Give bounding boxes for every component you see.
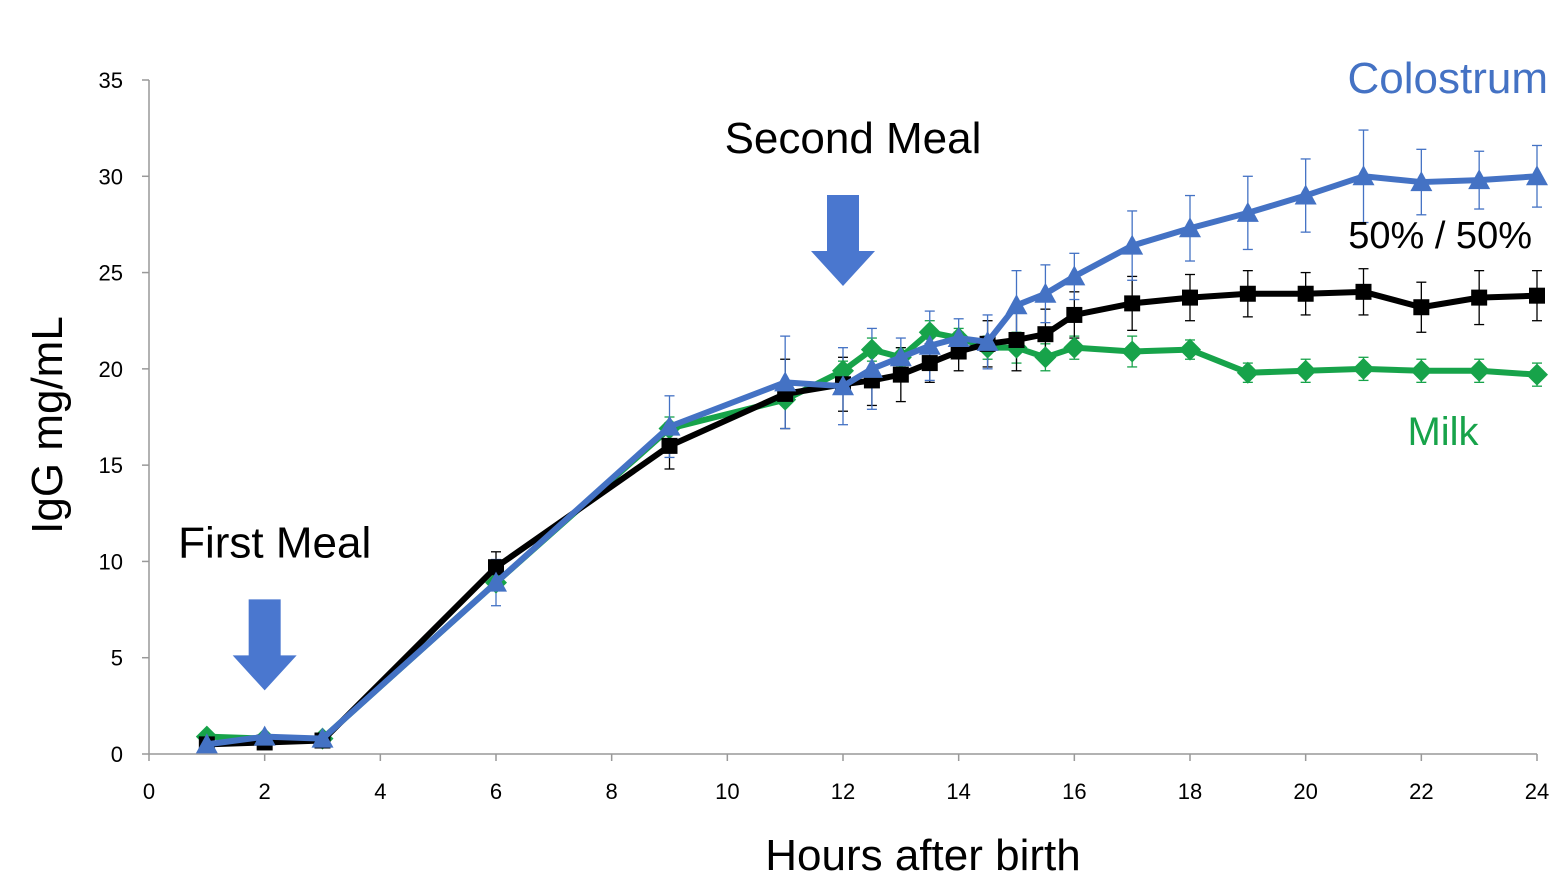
data-point <box>661 437 678 454</box>
data-point <box>860 338 883 361</box>
y-tick-label: 20 <box>99 357 123 382</box>
x-tick-label: 10 <box>715 779 739 804</box>
data-point <box>976 330 999 351</box>
x-tick-label: 22 <box>1409 779 1433 804</box>
data-point <box>1410 171 1433 192</box>
data-point <box>1355 283 1372 300</box>
y-tick-label: 10 <box>99 549 123 574</box>
series-label: 50% / 50% <box>1348 215 1532 257</box>
data-point <box>658 415 681 436</box>
annotations: First Meal Second Meal <box>178 114 982 691</box>
y-axis-label: IgG mg/mL <box>23 316 72 534</box>
x-tick-label: 24 <box>1525 779 1549 804</box>
data-point <box>1066 306 1083 323</box>
data-point <box>1034 282 1057 303</box>
data-point <box>1526 363 1548 386</box>
data-point <box>1121 340 1144 363</box>
series-lines <box>195 165 1548 754</box>
data-point <box>1526 165 1548 186</box>
data-point <box>1471 289 1488 306</box>
series-label: Colostrum <box>1348 54 1549 103</box>
data-point <box>1182 289 1198 306</box>
x-tick-label: 8 <box>606 779 618 804</box>
data-point <box>1236 361 1259 384</box>
x-tick-label: 12 <box>831 779 855 804</box>
data-point <box>1239 285 1256 302</box>
down-arrow-icon <box>232 599 297 691</box>
data-point <box>1294 359 1317 382</box>
data-point <box>311 727 334 748</box>
annotation-label: Second Meal <box>725 114 982 163</box>
data-point <box>1005 294 1028 315</box>
data-point <box>892 366 909 383</box>
data-point <box>485 571 507 592</box>
data-point <box>1352 165 1375 186</box>
data-point <box>1297 285 1314 302</box>
data-point <box>1063 265 1086 286</box>
data-point <box>1063 336 1086 359</box>
data-point <box>918 334 941 355</box>
data-point <box>1008 331 1025 348</box>
data-point <box>1179 217 1201 238</box>
x-tick-label: 4 <box>374 779 386 804</box>
x-axis-label: Hours after birth <box>765 831 1080 880</box>
data-point <box>488 559 504 576</box>
data-point <box>1121 234 1144 255</box>
data-point <box>1294 184 1317 205</box>
y-tick-label: 35 <box>99 68 123 93</box>
data-point <box>1236 201 1259 222</box>
annotation-label: First Meal <box>178 518 371 567</box>
data-point <box>1124 295 1141 312</box>
data-point <box>1037 326 1054 343</box>
data-point <box>1413 299 1430 316</box>
data-point <box>1179 338 1201 361</box>
data-point <box>1468 169 1491 190</box>
data-point <box>921 355 938 372</box>
data-point <box>947 327 970 348</box>
series-labels: Milk 50% / 50% Colostrum <box>1348 54 1549 454</box>
data-point <box>1468 359 1491 382</box>
data-point <box>832 375 854 396</box>
x-tick-label: 18 <box>1178 779 1202 804</box>
x-tick-label: 6 <box>490 779 502 804</box>
data-point <box>918 321 941 344</box>
y-tick-label: 25 <box>99 261 123 286</box>
data-point <box>1352 357 1375 380</box>
data-point <box>1034 346 1057 369</box>
data-point <box>1410 359 1433 382</box>
x-tick-label: 2 <box>259 779 271 804</box>
data-point <box>889 346 912 367</box>
data-point <box>860 357 883 378</box>
data-point <box>950 343 967 360</box>
down-arrow-icon <box>811 195 875 287</box>
data-point <box>253 725 276 746</box>
y-tick-label: 5 <box>111 646 123 671</box>
x-tick-label: 14 <box>946 779 970 804</box>
y-tick-label: 30 <box>99 164 123 189</box>
data-point <box>774 371 797 392</box>
y-tick-label: 15 <box>99 453 123 478</box>
x-tick-label: 16 <box>1062 779 1086 804</box>
y-tick-label: 0 <box>111 742 123 767</box>
x-tick-label: 20 <box>1293 779 1317 804</box>
data-point <box>1529 287 1545 304</box>
data-point <box>195 733 218 754</box>
x-tick-label: 0 <box>143 779 155 804</box>
series-label: Milk <box>1407 410 1479 454</box>
